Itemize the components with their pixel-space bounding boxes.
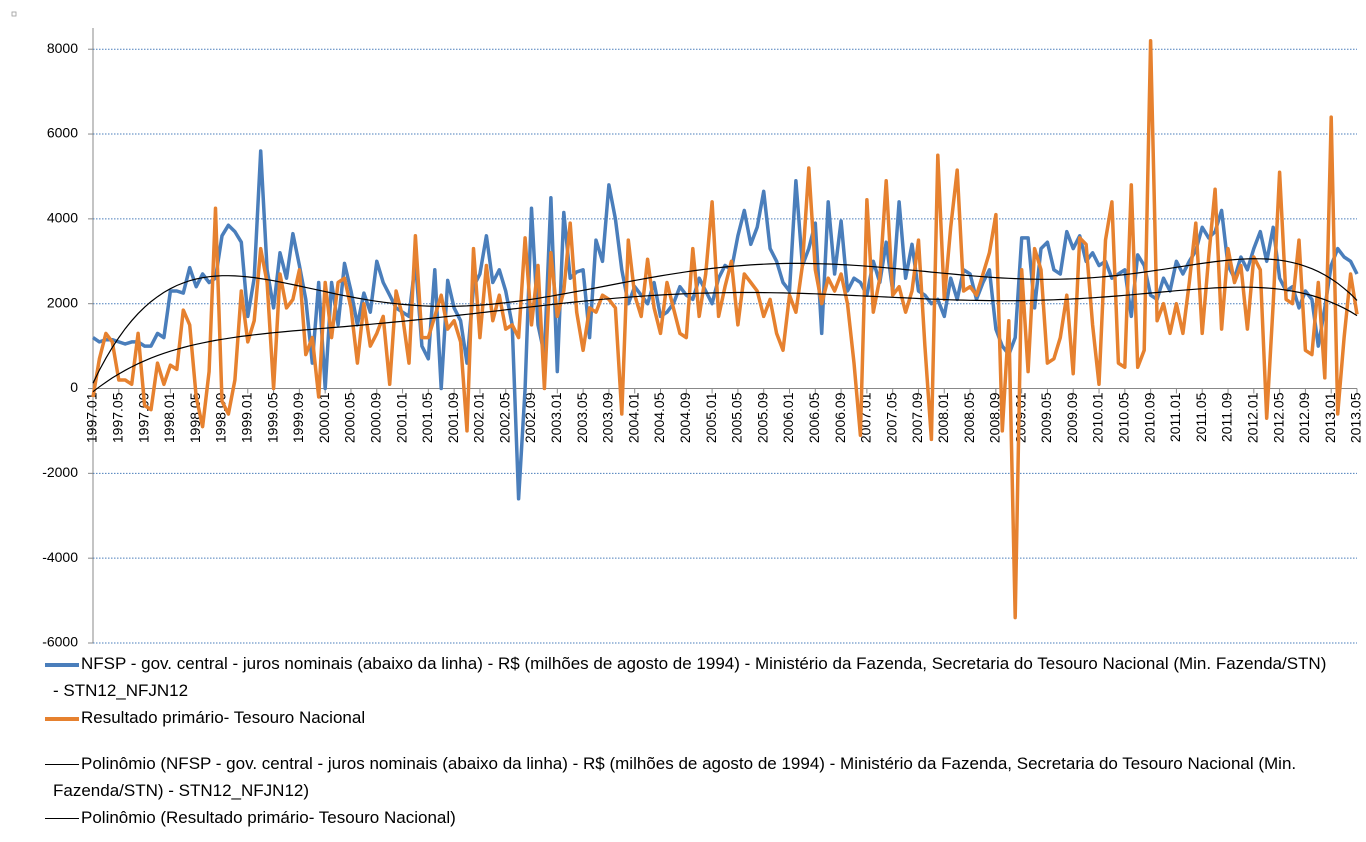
x-tick-label: 2005.09 xyxy=(754,392,770,443)
x-tick-label: 2011.01 xyxy=(1167,392,1183,442)
x-tick-label: 2011.09 xyxy=(1219,392,1235,442)
legend-entry: NFSP - gov. central - juros nominais (ab… xyxy=(45,650,1333,704)
x-tick-label: 2004.01 xyxy=(625,392,641,443)
x-tick-label: 2001.05 xyxy=(419,392,435,443)
x-tick-label: 2001.09 xyxy=(445,392,461,443)
x-tick-label: 2012.05 xyxy=(1270,392,1286,443)
legend-swatch xyxy=(45,716,79,721)
x-tick-label: 2004.09 xyxy=(677,392,693,443)
y-tick-label: -6000 xyxy=(42,634,78,650)
x-tick-label: 2007.09 xyxy=(909,392,925,443)
x-tick-label: 1999.05 xyxy=(264,392,280,443)
x-tick-label: 1999.09 xyxy=(290,392,306,443)
legend-entry: Resultado primário- Tesouro Nacional xyxy=(45,704,1333,731)
x-tick-label: 2005.05 xyxy=(729,392,745,443)
x-tick-label: 2000.01 xyxy=(316,392,332,443)
x-tick-label: 2000.09 xyxy=(367,392,383,443)
x-tick-label: 2012.09 xyxy=(1296,392,1312,443)
x-tick-label: 2006.09 xyxy=(832,392,848,443)
y-tick-label: -4000 xyxy=(42,549,78,565)
x-tick-label: 2013.01 xyxy=(1322,392,1338,443)
x-tick-label: 2003.09 xyxy=(600,392,616,443)
x-tick-label: 2002.01 xyxy=(471,392,487,443)
legend-label: Polinômio (Resultado primário- Tesouro N… xyxy=(81,808,456,827)
legend-swatch xyxy=(45,764,79,766)
y-tick-label: 6000 xyxy=(47,125,78,141)
legend-swatch xyxy=(45,818,79,820)
y-tick-label: -2000 xyxy=(42,464,78,480)
x-tick-label: 1997.09 xyxy=(135,392,151,443)
x-tick-label: 1997.01 xyxy=(84,392,100,443)
x-tick-label: 1999.01 xyxy=(238,392,254,443)
x-tick-label: 2010.09 xyxy=(1141,392,1157,443)
legend-label: Resultado primário- Tesouro Nacional xyxy=(81,708,366,727)
chart: -6000 -4000 -2000 0 2000 4000 6000 8000 1997.01 1… xyxy=(11,11,1364,650)
x-tick-label: 2008.01 xyxy=(935,392,951,443)
y-tick-label: 8000 xyxy=(47,40,78,56)
x-tick-label: 1997.05 xyxy=(109,392,125,443)
x-tick-label: 1998.01 xyxy=(161,392,177,443)
x-tick-label: 2007.05 xyxy=(883,392,899,443)
x-tick-label: 2000.05 xyxy=(342,392,358,443)
legend-label: Polinômio (NFSP - gov. central - juros n… xyxy=(53,754,1297,800)
trend-line xyxy=(92,286,1358,393)
x-tick-label: 2012.01 xyxy=(1245,392,1261,443)
x-tick-label: 2006.01 xyxy=(780,392,796,443)
x-tick-label: 2002.05 xyxy=(496,392,512,443)
legend-swatch xyxy=(45,662,79,667)
x-tick-label: 2004.05 xyxy=(651,392,667,443)
x-tick-label: 2009.09 xyxy=(1064,392,1080,443)
x-tick-label: 2010.05 xyxy=(1116,392,1132,443)
y-tick-label: 0 xyxy=(70,379,78,395)
x-tick-label: 2001.01 xyxy=(393,392,409,443)
y-tick-label: 4000 xyxy=(47,210,78,226)
y-tick-label: 2000 xyxy=(47,294,78,310)
legend-label: NFSP - gov. central - juros nominais (ab… xyxy=(53,654,1327,700)
x-tick-label: 2003.05 xyxy=(574,392,590,443)
series-line xyxy=(91,38,1359,620)
corner-marker xyxy=(11,11,17,17)
legend-entry: Polinômio (NFSP - gov. central - juros n… xyxy=(45,750,1333,804)
trend-line xyxy=(92,258,1358,384)
x-tick-label: 2008.09 xyxy=(987,392,1003,443)
x-tick-label: 2009.05 xyxy=(1038,392,1054,443)
x-tick-label: 2002.09 xyxy=(522,392,538,443)
x-tick-label: 2006.05 xyxy=(806,392,822,443)
x-tick-label: 2008.05 xyxy=(961,392,977,443)
legend-entry: Polinômio (Resultado primário- Tesouro N… xyxy=(45,804,1333,831)
x-tick-label: 2011.05 xyxy=(1193,392,1209,442)
x-tick-label: 2010.01 xyxy=(1090,392,1106,443)
x-tick-label: 2013.05 xyxy=(1348,392,1364,443)
x-tick-label: 2003.01 xyxy=(548,392,564,443)
x-tick-label: 2005.01 xyxy=(703,392,719,443)
